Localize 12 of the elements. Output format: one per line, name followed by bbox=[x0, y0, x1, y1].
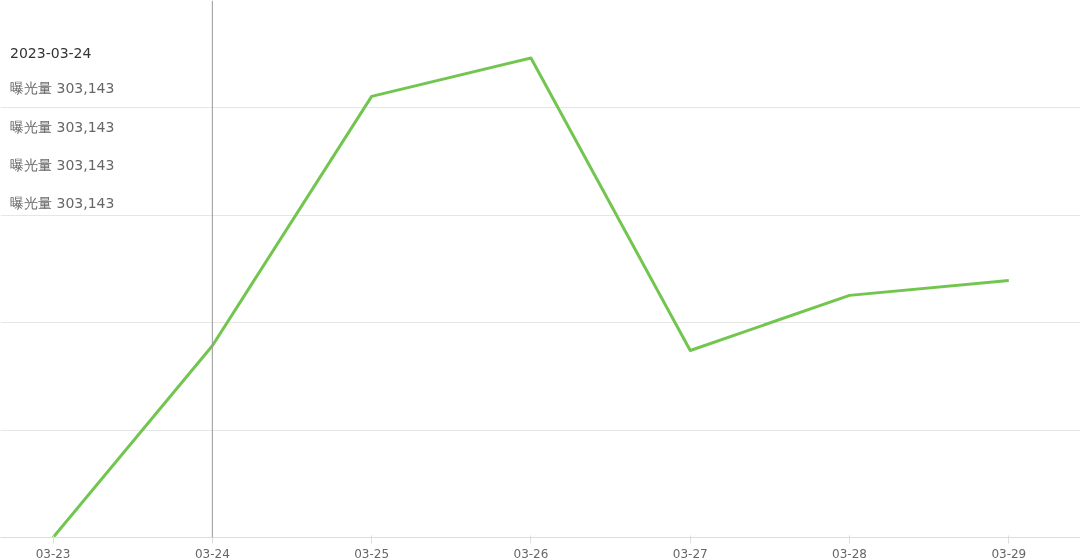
annotation: 2023-03-24 bbox=[10, 45, 92, 62]
annotation: 曝光量 303,143 bbox=[10, 195, 115, 212]
x-tick-label: 03-23 bbox=[35, 546, 71, 560]
x-tick-label: 03-28 bbox=[832, 546, 867, 560]
x-tick-label: 03-26 bbox=[513, 546, 549, 560]
annotation: 曝光量 303,143 bbox=[10, 118, 115, 135]
x-tick-label: 03-25 bbox=[354, 546, 390, 560]
annotation: 曝光量 303,143 bbox=[10, 157, 115, 174]
annotation: 曝光量 303,143 bbox=[10, 80, 115, 97]
x-tick-label: 03-27 bbox=[672, 546, 708, 560]
x-tick-label: 03-29 bbox=[991, 546, 1027, 560]
x-tick-label: 03-24 bbox=[194, 546, 230, 560]
